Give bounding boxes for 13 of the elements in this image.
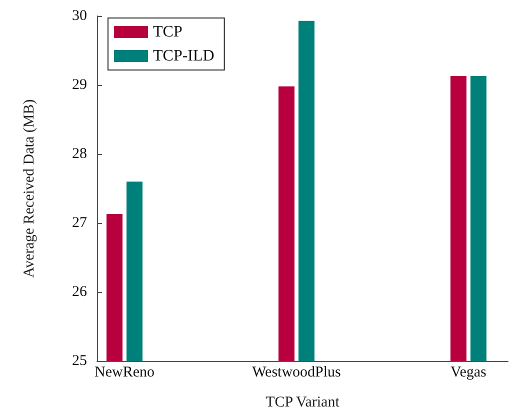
x-tick-label: NewReno bbox=[94, 364, 155, 380]
y-tick-label: 28 bbox=[72, 146, 87, 162]
y-tick-label: 29 bbox=[72, 77, 87, 93]
legend-label: TCP-ILD bbox=[153, 48, 214, 64]
x-tick-label: Vegas bbox=[450, 364, 487, 380]
y-tick-label: 25 bbox=[72, 353, 87, 369]
y-tick-label: 30 bbox=[72, 8, 87, 24]
x-tick-label: WestwoodPlus bbox=[252, 364, 342, 380]
y-tick-label: 27 bbox=[72, 215, 88, 231]
y-axis-title: Average Received Data (MB) bbox=[22, 99, 38, 278]
legend-label: TCP bbox=[153, 24, 182, 40]
x-axis-title: TCP Variant bbox=[266, 394, 340, 410]
y-tick-label: 26 bbox=[72, 284, 88, 300]
